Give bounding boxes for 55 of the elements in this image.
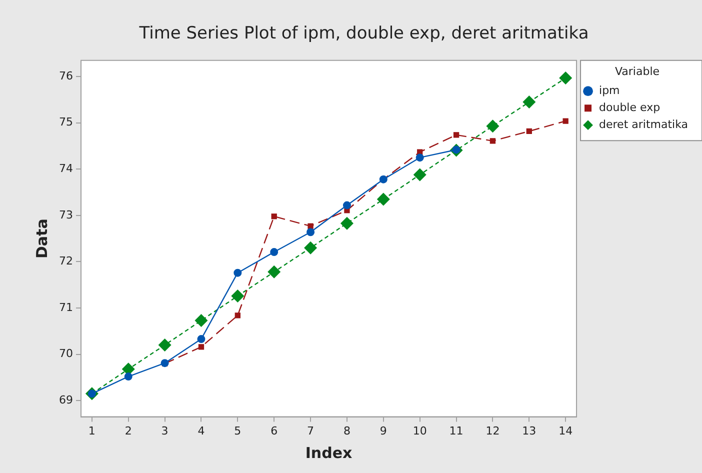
point — [340, 216, 354, 230]
y-tick-label: 75 — [58, 116, 73, 129]
x-tick-label: 13 — [522, 424, 536, 438]
point — [198, 344, 204, 350]
point — [306, 228, 315, 236]
point — [562, 118, 568, 124]
y-tick-label: 73 — [58, 208, 73, 222]
x-tick-label: 7 — [307, 424, 314, 438]
point — [231, 289, 244, 302]
point — [490, 138, 496, 144]
x-axis-title: Index — [305, 444, 352, 462]
point — [158, 338, 172, 352]
x-tick-label: 4 — [198, 424, 205, 438]
x-tick-label: 9 — [380, 424, 387, 438]
point — [270, 248, 278, 256]
legend-title: Variable — [614, 64, 660, 78]
point — [234, 312, 240, 318]
point — [416, 154, 424, 162]
x-tick-label: 11 — [449, 424, 464, 438]
point — [234, 268, 242, 277]
point — [559, 71, 572, 84]
point — [197, 335, 206, 344]
point — [453, 132, 460, 138]
x-tick-label: 2 — [124, 424, 132, 438]
x-tick-label: 10 — [412, 424, 427, 438]
point — [308, 223, 314, 229]
point — [376, 192, 390, 206]
x-tick-label: 12 — [486, 424, 500, 438]
y-tick-label: 72 — [58, 254, 73, 268]
point — [342, 201, 351, 210]
x-tick-label: 3 — [161, 424, 168, 438]
legend-label: double exp — [599, 100, 660, 114]
point — [194, 314, 208, 328]
point — [522, 96, 536, 109]
x-tick-label: 6 — [270, 424, 278, 438]
point — [268, 265, 281, 278]
y-axis-title: Data — [32, 218, 51, 259]
legend-label: ipm — [599, 84, 620, 97]
x-tick-label: 14 — [558, 424, 573, 438]
y-tick-label: 71 — [58, 300, 73, 314]
x-tick-label: 8 — [343, 424, 350, 438]
point — [526, 128, 532, 134]
x-tick-label: 5 — [234, 424, 242, 438]
legend-label: deret aritmatika — [599, 118, 688, 131]
point — [124, 372, 132, 381]
chart-title: Time Series Plot of ipm, double exp, deret aritmatika — [138, 24, 589, 44]
point — [486, 120, 500, 133]
point — [304, 241, 318, 254]
point — [271, 214, 277, 220]
x-tick-label: 1 — [88, 424, 96, 438]
y-tick-label: 74 — [58, 162, 73, 176]
point — [413, 168, 426, 182]
y-tick-label: 76 — [58, 69, 73, 82]
y-tick-label: 70 — [58, 347, 73, 360]
y-tick-label: 69 — [58, 393, 73, 406]
